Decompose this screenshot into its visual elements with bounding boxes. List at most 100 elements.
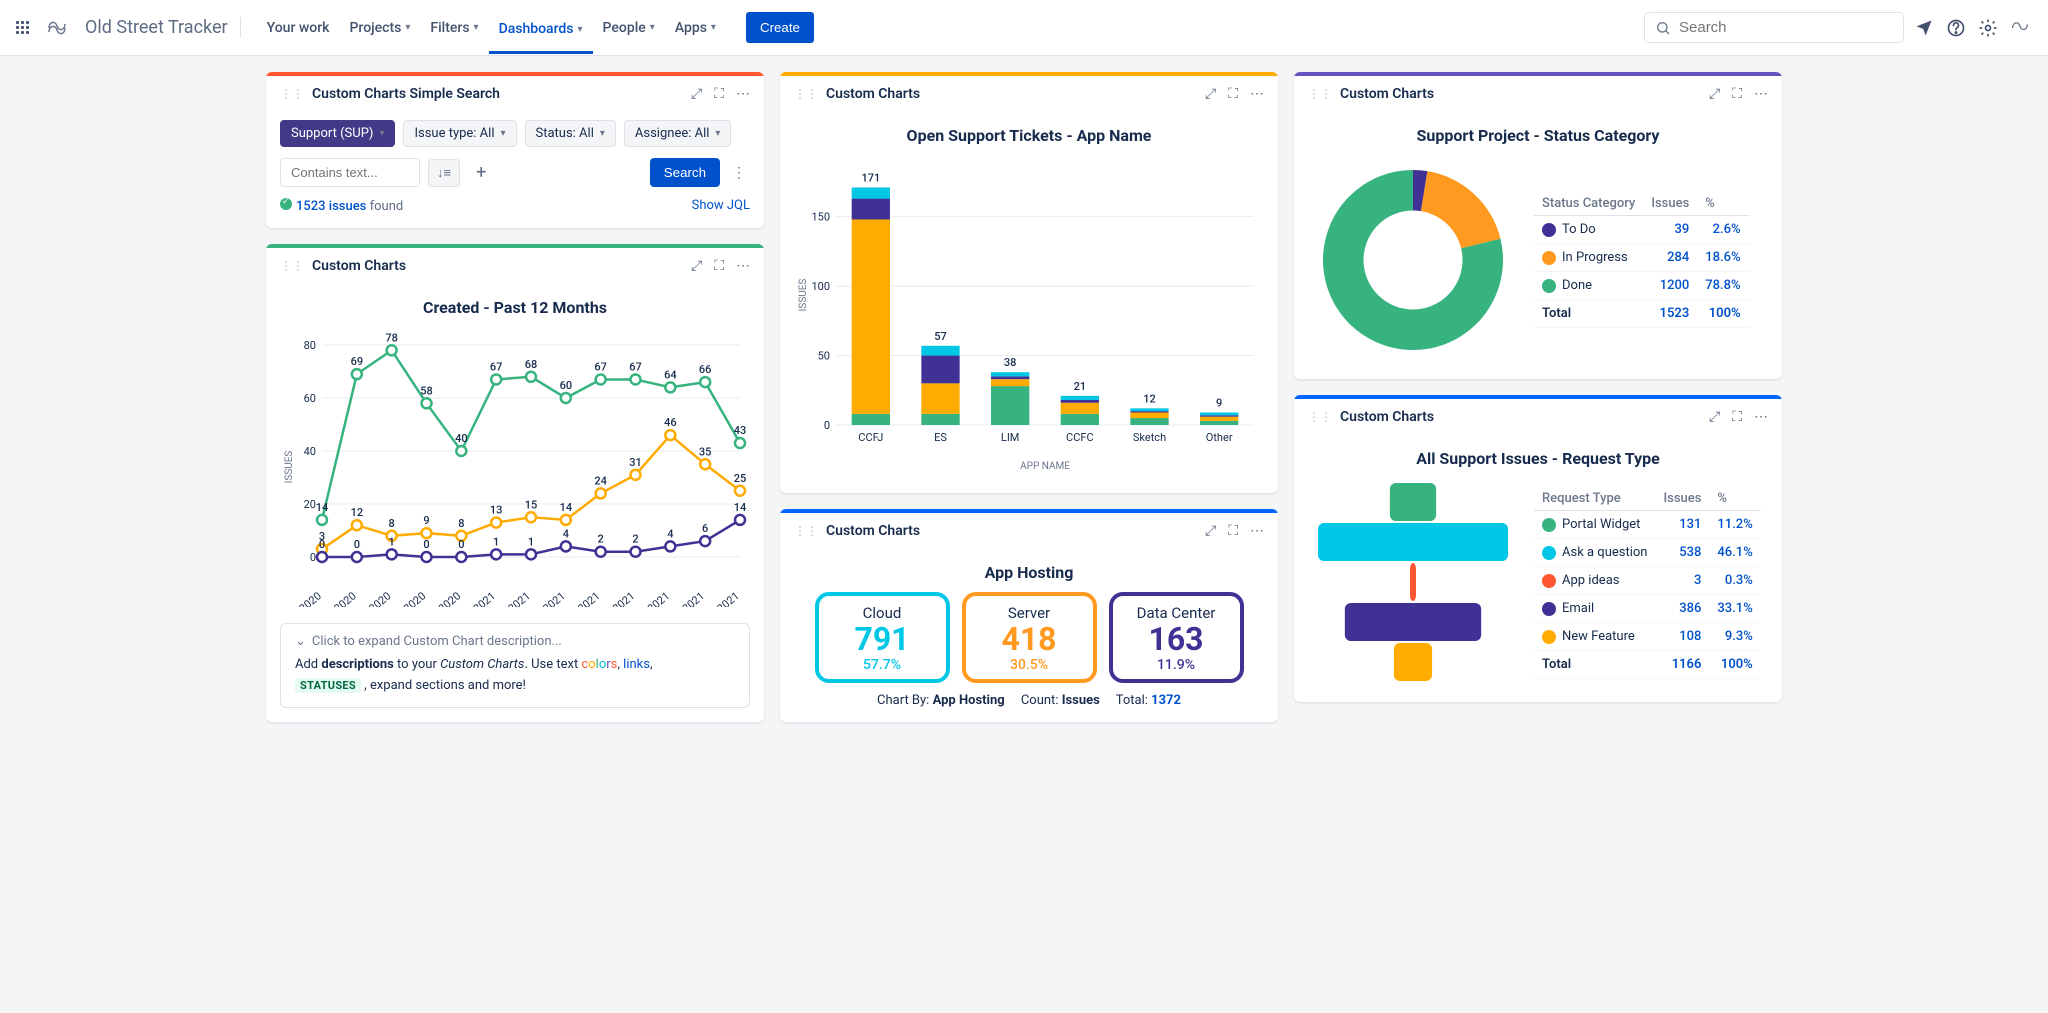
nav-your-work[interactable]: Your work (257, 1, 340, 54)
contains-text-input[interactable] (280, 158, 420, 187)
svg-text:Other: Other (1206, 431, 1233, 444)
settings-icon[interactable] (1976, 16, 2000, 40)
minimize-icon[interactable]: ⤢ (1205, 86, 1216, 102)
card-title: Custom Charts (1340, 86, 1701, 102)
filter-project-pill[interactable]: Support (SUP)▾ (280, 120, 395, 147)
nav-projects[interactable]: Projects▾ (339, 1, 420, 54)
more-icon[interactable]: ⋯ (1250, 86, 1264, 102)
profile-icon[interactable] (2008, 16, 2032, 40)
notifications-icon[interactable] (1912, 16, 1936, 40)
more-icon[interactable]: ⋯ (1754, 409, 1768, 425)
dashboard-grid: ⋮⋮ Custom Charts Simple Search ⤢ ⛶ ⋯ Sup… (250, 56, 1798, 738)
create-button[interactable]: Create (746, 12, 814, 43)
drag-handle-icon[interactable]: ⋮⋮ (794, 87, 818, 101)
drag-handle-icon[interactable]: ⋮⋮ (280, 259, 304, 273)
nav-dashboards[interactable]: Dashboards▾ (489, 15, 593, 54)
global-search[interactable] (1644, 12, 1904, 43)
drag-handle-icon[interactable]: ⋮⋮ (280, 87, 304, 101)
app-logo-icon[interactable] (45, 16, 69, 40)
hosting-tile[interactable]: Cloud79157.7% (815, 592, 950, 683)
legend-swatch-icon (1542, 574, 1556, 588)
panel-open-tickets-bar: ⋮⋮ Custom Charts ⤢⛶⋯ Open Support Ticket… (780, 72, 1278, 493)
panel-app-hosting: ⋮⋮ Custom Charts ⤢⛶⋯ App Hosting Cloud79… (780, 509, 1278, 722)
svg-text:1: 1 (389, 535, 395, 548)
legend-row[interactable]: In Progress28418.6% (1534, 244, 1749, 272)
description-box[interactable]: ⌄Click to expand Custom Chart descriptio… (280, 623, 750, 708)
fullscreen-icon[interactable]: ⛶ (1732, 409, 1742, 425)
panel-simple-search: ⋮⋮ Custom Charts Simple Search ⤢ ⛶ ⋯ Sup… (266, 72, 764, 228)
legend-swatch-icon (1542, 223, 1556, 237)
chart-title: Created - Past 12 Months (280, 298, 750, 317)
issues-found-text: 1523 issues found (280, 198, 403, 214)
legend-row[interactable]: Email38633.1% (1534, 595, 1761, 623)
panel-request-funnel: ⋮⋮ Custom Charts ⤢⛶⋯ All Support Issues … (1294, 395, 1782, 702)
svg-text:66: 66 (699, 363, 712, 376)
svg-text:46: 46 (664, 416, 677, 429)
legend-row[interactable]: Done120078.8% (1534, 272, 1749, 300)
help-icon[interactable] (1944, 16, 1968, 40)
svg-text:25: 25 (734, 472, 747, 485)
hosting-tile-value: 418 (984, 622, 1075, 657)
bar-chart: ISSUES050100150171CCFJ57ES38LIM21CCFC12S… (794, 155, 1264, 475)
add-filter-icon[interactable]: + (468, 157, 494, 188)
hosting-tile[interactable]: Server41830.5% (962, 592, 1097, 683)
hosting-tile-pct: 30.5% (984, 657, 1075, 673)
svg-text:40: 40 (304, 445, 316, 458)
nav-apps[interactable]: Apps▾ (665, 1, 726, 54)
card-title: Custom Charts (312, 258, 683, 274)
svg-text:150: 150 (811, 211, 830, 224)
filter-pill[interactable]: Status: All▾ (525, 120, 616, 147)
minimize-icon[interactable]: ⤢ (1205, 523, 1216, 539)
more-icon[interactable]: ⋯ (1754, 86, 1768, 102)
svg-text:35: 35 (699, 445, 712, 458)
drag-handle-icon[interactable]: ⋮⋮ (1308, 410, 1332, 424)
legend-row[interactable]: Ask a question53846.1% (1534, 539, 1761, 567)
legend-row[interactable]: Portal Widget13111.2% (1534, 511, 1761, 539)
fullscreen-icon[interactable]: ⛶ (1228, 523, 1238, 539)
legend-header: Request Type (1534, 487, 1655, 511)
desc-expand-hint[interactable]: ⌄Click to expand Custom Chart descriptio… (295, 634, 735, 649)
minimize-icon[interactable]: ⤢ (691, 258, 702, 274)
svg-text:APP NAME: APP NAME (1020, 461, 1070, 472)
search-more-icon[interactable]: ⋮ (728, 165, 750, 181)
more-icon[interactable]: ⋯ (736, 258, 750, 274)
fullscreen-icon[interactable]: ⛶ (714, 258, 724, 274)
chart-title: Support Project - Status Category (1308, 126, 1768, 145)
nav-filters[interactable]: Filters▾ (420, 1, 488, 54)
apps-launcher-icon[interactable] (16, 21, 29, 34)
filter-pill[interactable]: Assignee: All▾ (624, 120, 732, 147)
search-button[interactable]: Search (650, 158, 720, 187)
chevron-down-icon: ▾ (379, 128, 384, 139)
legend-row[interactable]: App ideas30.3% (1534, 567, 1761, 595)
chevron-down-icon: ▾ (578, 24, 583, 35)
fullscreen-icon[interactable]: ⛶ (1228, 86, 1238, 102)
chevron-down-icon: ▾ (600, 128, 605, 139)
filter-pill[interactable]: Issue type: All▾ (403, 120, 516, 147)
minimize-icon[interactable]: ⤢ (1709, 409, 1720, 425)
search-icon (1655, 20, 1671, 36)
nav-people[interactable]: People▾ (593, 1, 665, 54)
more-icon[interactable]: ⋯ (736, 86, 750, 102)
show-jql-link[interactable]: Show JQL (692, 198, 750, 214)
hosting-tile[interactable]: Data Center16311.9% (1109, 592, 1244, 683)
card-title: Custom Charts Simple Search (312, 86, 683, 102)
fullscreen-icon[interactable]: ⛶ (1732, 86, 1742, 102)
svg-text:69: 69 (351, 355, 364, 368)
sort-icon[interactable]: ↓≡ (428, 159, 460, 187)
svg-text:CCFC: CCFC (1066, 431, 1094, 444)
more-icon[interactable]: ⋯ (1250, 523, 1264, 539)
chart-title: App Hosting (794, 563, 1264, 582)
svg-text:50: 50 (818, 350, 830, 363)
svg-text:9: 9 (423, 514, 429, 527)
minimize-icon[interactable]: ⤢ (691, 86, 702, 102)
legend-row[interactable]: New Feature1089.3% (1534, 623, 1761, 651)
drag-handle-icon[interactable]: ⋮⋮ (1308, 87, 1332, 101)
minimize-icon[interactable]: ⤢ (1709, 86, 1720, 102)
check-ok-icon (280, 198, 292, 210)
svg-text:8: 8 (458, 517, 464, 530)
search-input[interactable] (1679, 19, 1893, 36)
legend-row[interactable]: To Do392.6% (1534, 216, 1749, 244)
drag-handle-icon[interactable]: ⋮⋮ (794, 524, 818, 538)
fullscreen-icon[interactable]: ⛶ (714, 86, 724, 102)
chevron-down-icon: ▾ (650, 22, 655, 33)
